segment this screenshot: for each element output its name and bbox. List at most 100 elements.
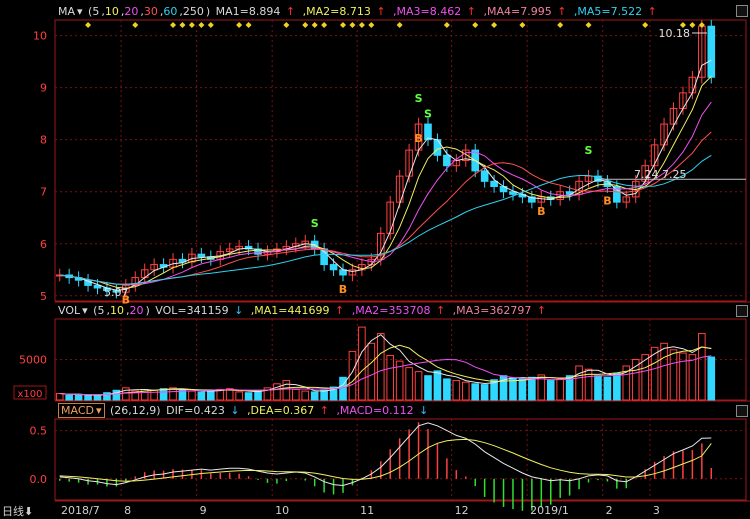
volume-bar xyxy=(207,389,215,401)
volume-bar xyxy=(603,376,612,401)
volume-bar xyxy=(414,371,423,401)
signal-diamond-icon xyxy=(132,22,139,28)
volume-bar xyxy=(386,354,395,401)
price-tick-label: 7 xyxy=(40,186,47,199)
volume-legend: VOL ▾ (5,10,20) VOL=341159 ↓ ,MA1=441699 … xyxy=(58,304,550,318)
signal-diamond-icon xyxy=(311,22,318,28)
ma3-value: ,MA3=8.462 ↑ xyxy=(393,5,476,18)
signal-diamond-icon xyxy=(85,22,92,28)
vol-ma3-value: ,MA3=362797 ↑ xyxy=(452,304,547,317)
volume-bar xyxy=(225,388,234,401)
price-tick-label: 6 xyxy=(40,238,47,251)
volume-bar xyxy=(358,326,366,401)
volume-bar xyxy=(471,383,480,401)
vol-ma2-value: ,MA2=353708 ↑ xyxy=(351,304,446,317)
volume-bar xyxy=(405,367,413,401)
volume-bar xyxy=(55,393,64,401)
price-tick-label: 8 xyxy=(40,134,47,147)
period-selector[interactable]: 日线⬇ xyxy=(2,505,34,518)
candle xyxy=(348,269,357,276)
buy-signal-marker: B xyxy=(603,195,611,208)
min-price-label: 5.07 xyxy=(104,286,129,299)
price-tick-label: 10 xyxy=(33,30,47,43)
volume-bar xyxy=(169,387,177,401)
x-axis-label: 2 xyxy=(606,504,613,517)
signal-diamond-icon xyxy=(179,22,186,28)
volume-bar xyxy=(301,390,310,401)
volume-bar xyxy=(310,391,319,401)
volume-bar xyxy=(679,352,687,401)
candle xyxy=(386,201,395,234)
volume-bar xyxy=(329,386,338,401)
volume-bar xyxy=(122,387,130,401)
signal-diamond-icon xyxy=(207,22,214,28)
volume-bar xyxy=(282,380,291,401)
candle xyxy=(528,196,536,203)
ma-params: (5,10,20,30,60,250) xyxy=(88,5,211,18)
x-axis-label: 9 xyxy=(200,504,207,517)
volume-bar xyxy=(367,342,376,401)
signal-diamond-icon xyxy=(472,22,479,28)
candle xyxy=(584,175,593,182)
sell-signal-marker: S xyxy=(415,92,423,105)
candle xyxy=(480,170,489,182)
x-axis-label: 10 xyxy=(275,504,289,517)
signal-diamond-icon xyxy=(585,22,592,28)
volume-bar xyxy=(197,391,206,401)
volume-bar xyxy=(631,359,640,401)
volume-bar xyxy=(433,370,442,401)
candle xyxy=(490,180,498,188)
volume-bar xyxy=(131,390,140,401)
price-tick-label: 9 xyxy=(40,82,47,95)
volume-bar xyxy=(698,333,706,401)
x-axis-label: 2019/1 xyxy=(530,504,569,517)
signal-diamond-icon xyxy=(340,22,347,28)
signal-diamond-icon xyxy=(443,22,450,28)
vol-params: (5,10,20) xyxy=(93,304,150,317)
sell-signal-marker: S xyxy=(311,217,319,230)
signal-diamond-icon xyxy=(689,22,696,28)
volume-bar xyxy=(273,383,281,401)
macd-indicator-selector[interactable]: MACD ▾ xyxy=(58,403,105,418)
vol-ma3-line xyxy=(59,355,712,396)
volume-bar xyxy=(452,380,461,401)
signal-diamond-icon xyxy=(642,22,649,28)
candle xyxy=(509,191,517,195)
candle xyxy=(150,264,158,271)
candle xyxy=(254,248,262,255)
volume-bar xyxy=(518,378,527,401)
macd-legend: MACD ▾ (26,12,9) DIF=0.423 ↓ ,DEA=0.367 ↑… xyxy=(58,403,432,418)
signal-diamond-icon xyxy=(557,22,564,28)
price-panel-frame xyxy=(54,19,747,302)
signal-diamond-icon xyxy=(283,22,290,28)
volume-bar xyxy=(622,365,631,401)
vol-ma1-value: ,MA1=441699 ↑ xyxy=(250,304,345,317)
volume-bar xyxy=(546,380,555,401)
signal-diamond-icon xyxy=(245,22,252,28)
x-axis-label: 12 xyxy=(455,504,469,517)
dif-line xyxy=(59,422,712,487)
vol-indicator-selector[interactable]: VOL ▾ xyxy=(58,304,88,317)
volume-unit-box xyxy=(13,385,47,400)
sell-signal-marker: S xyxy=(585,144,593,157)
volume-bar xyxy=(688,354,697,401)
buy-signal-marker: B xyxy=(414,132,422,145)
vol-ma2-line xyxy=(59,344,712,396)
price-panel-close-icon[interactable] xyxy=(736,5,748,17)
signal-diamond-icon xyxy=(679,22,686,28)
volume-bar xyxy=(74,393,83,401)
dea-value: ,DEA=0.367 ↑ xyxy=(247,404,329,417)
ma-indicator-selector[interactable]: MA ▾ xyxy=(58,5,83,18)
signal-diamond-icon xyxy=(349,22,356,28)
volume-panel-close-icon[interactable] xyxy=(736,305,748,317)
volume-bar xyxy=(65,394,73,401)
ma4-value: ,MA4=7.995 ↑ xyxy=(483,5,567,18)
dif-value: DIF=0.423 ↓ xyxy=(166,404,240,417)
ma2-value: ,MA2=8.713 ↑ xyxy=(302,5,386,18)
macd-panel-close-icon[interactable] xyxy=(736,405,748,417)
volume-bar xyxy=(575,365,583,401)
volume-bar xyxy=(103,392,111,401)
volume-bar xyxy=(537,374,546,401)
macd-params: (26,12,9) xyxy=(110,404,161,417)
